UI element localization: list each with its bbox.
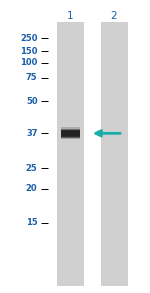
Bar [61, 127, 80, 129]
Bar [100, 22, 127, 286]
Bar [61, 130, 80, 134]
Text: 20: 20 [26, 185, 38, 193]
Bar [57, 22, 84, 286]
Text: 150: 150 [20, 47, 38, 56]
Text: 37: 37 [26, 129, 38, 138]
Text: 250: 250 [20, 34, 38, 42]
Bar [61, 129, 80, 132]
Text: 25: 25 [26, 164, 38, 173]
Text: 75: 75 [26, 73, 38, 82]
Text: 2: 2 [111, 11, 117, 21]
Bar [61, 131, 80, 136]
Bar [61, 137, 80, 139]
Text: 50: 50 [26, 97, 38, 105]
Bar [61, 132, 80, 137]
Text: 15: 15 [26, 218, 38, 227]
Text: 1: 1 [67, 11, 74, 21]
Text: 100: 100 [20, 59, 38, 67]
Bar [61, 135, 80, 138]
